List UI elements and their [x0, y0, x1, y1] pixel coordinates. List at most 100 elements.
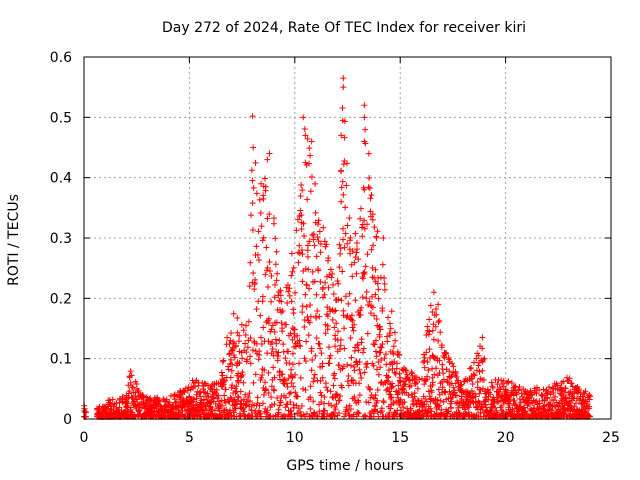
- data-point: [366, 185, 373, 192]
- data-point: [517, 399, 524, 406]
- data-point: [500, 408, 507, 415]
- data-point: [353, 240, 360, 247]
- data-point: [335, 280, 342, 287]
- data-point: [585, 392, 592, 399]
- data-point: [226, 351, 233, 358]
- data-point: [308, 345, 315, 352]
- data-point: [313, 314, 320, 321]
- data-point: [391, 369, 398, 376]
- data-point: [343, 404, 350, 411]
- y-tick-label: 0.2: [50, 291, 72, 307]
- data-point: [349, 317, 356, 324]
- data-point: [469, 380, 476, 387]
- data-point: [287, 330, 294, 337]
- chart-title: Day 272 of 2024, Rate Of TEC Index for r…: [162, 20, 526, 36]
- data-point: [313, 291, 320, 298]
- data-point: [446, 368, 453, 375]
- data-point: [288, 298, 295, 305]
- data-point: [271, 294, 278, 301]
- data-point: [468, 387, 475, 394]
- data-point: [303, 282, 310, 289]
- data-point: [356, 392, 363, 399]
- data-point: [326, 360, 333, 367]
- data-point: [335, 397, 342, 404]
- y-tick-label: 0.5: [50, 110, 72, 126]
- data-point: [354, 341, 361, 348]
- data-point: [348, 316, 355, 323]
- data-point: [500, 383, 507, 390]
- data-point: [299, 309, 306, 316]
- data-point: [332, 343, 339, 350]
- data-point: [576, 386, 583, 393]
- data-point: [321, 393, 328, 400]
- data-point: [378, 357, 385, 364]
- data-point: [432, 323, 439, 330]
- data-point: [280, 341, 287, 348]
- data-point: [309, 268, 316, 275]
- data-point: [374, 366, 381, 373]
- data-point: [311, 278, 318, 285]
- data-point: [256, 402, 263, 409]
- data-point: [163, 396, 170, 403]
- data-point: [273, 277, 280, 284]
- data-point: [200, 396, 207, 403]
- data-point: [318, 392, 325, 399]
- data-point: [429, 379, 436, 386]
- data-point: [308, 367, 315, 374]
- data-point: [351, 363, 358, 370]
- data-point: [355, 410, 362, 417]
- data-point: [272, 261, 279, 268]
- data-point: [441, 388, 448, 395]
- data-point: [448, 404, 455, 411]
- data-point: [154, 394, 161, 401]
- data-point: [377, 326, 384, 333]
- data-point: [324, 386, 331, 393]
- data-point: [369, 211, 376, 218]
- data-point: [307, 302, 314, 309]
- data-point: [81, 405, 88, 412]
- data-point: [227, 374, 234, 381]
- data-point: [266, 150, 273, 157]
- data-point: [339, 268, 346, 275]
- data-point: [130, 384, 137, 391]
- data-point: [218, 369, 225, 376]
- data-point: [434, 397, 441, 404]
- data-point: [346, 402, 353, 409]
- data-point: [389, 380, 396, 387]
- data-point: [308, 138, 315, 145]
- data-point: [367, 386, 374, 393]
- data-point: [400, 404, 407, 411]
- data-point: [546, 384, 553, 391]
- data-point: [439, 384, 446, 391]
- data-point: [233, 383, 240, 390]
- data-point: [418, 397, 425, 404]
- data-point: [444, 378, 451, 385]
- data-point: [301, 316, 308, 323]
- data-point: [296, 250, 303, 257]
- data-point: [268, 326, 275, 333]
- data-point: [467, 365, 474, 372]
- data-point: [271, 328, 278, 335]
- data-point: [228, 384, 235, 391]
- data-point: [306, 319, 313, 326]
- data-point: [540, 403, 547, 410]
- data-point: [453, 373, 460, 380]
- data-point: [311, 375, 318, 382]
- data-point: [515, 387, 522, 394]
- data-point: [250, 402, 257, 409]
- data-point: [333, 401, 340, 408]
- data-point: [375, 295, 382, 302]
- data-point: [270, 220, 277, 227]
- data-point: [246, 390, 253, 397]
- data-point: [235, 394, 242, 401]
- data-point: [427, 405, 434, 412]
- x-axis: 0 5 10 15 20 25: [80, 57, 620, 446]
- data-point: [340, 191, 347, 198]
- data-point: [436, 402, 443, 409]
- data-point: [329, 316, 336, 323]
- data-point: [369, 304, 376, 311]
- data-point: [498, 377, 505, 384]
- data-point: [468, 365, 475, 372]
- data-point: [465, 404, 472, 411]
- data-point: [304, 242, 311, 249]
